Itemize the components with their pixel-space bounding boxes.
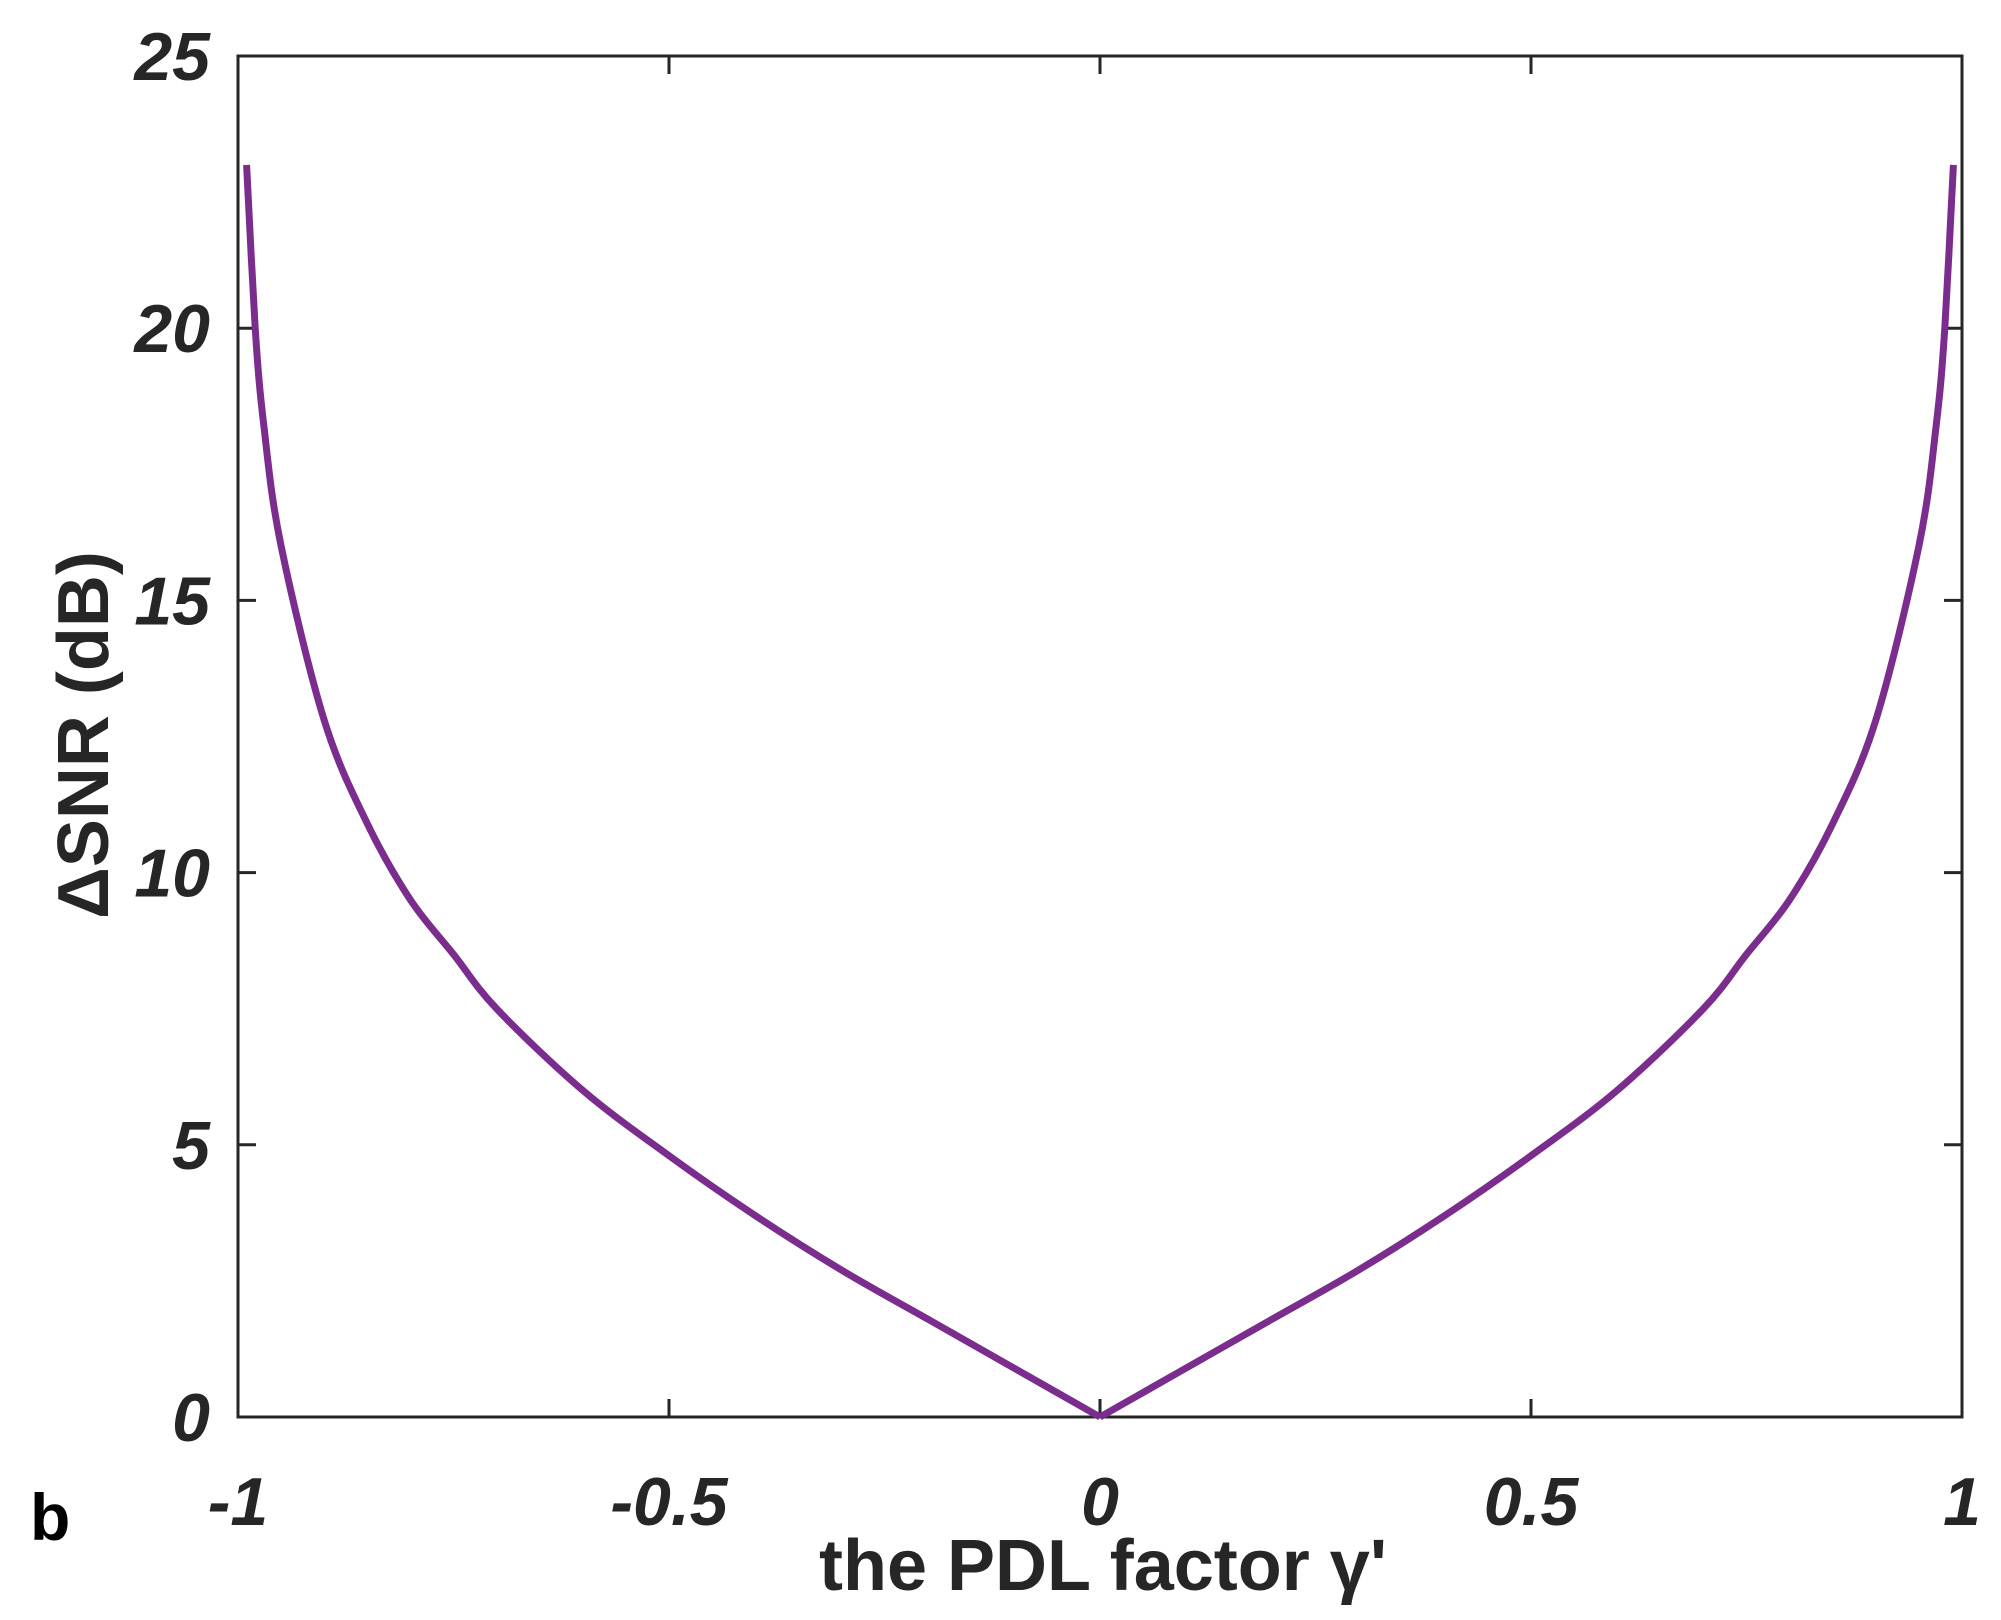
x-tick-label: 0.5	[1484, 1464, 1580, 1540]
panel-label: b	[30, 1480, 70, 1554]
y-tick-label: 10	[134, 836, 210, 912]
x-axis-label: the PDL factor γ'	[819, 1526, 1387, 1606]
y-tick-label: 0	[172, 1380, 210, 1456]
y-axis-label: ΔSNR (dB)	[44, 551, 124, 919]
x-tick-label: 0	[1081, 1464, 1119, 1540]
y-tick-label: 5	[172, 1108, 211, 1184]
x-tick-label: 1	[1943, 1464, 1981, 1540]
y-axis-ticks: 0 5 10 15 20 25	[132, 19, 1962, 1456]
series-line-0	[243, 164, 1957, 1421]
series-layer	[243, 164, 1957, 1421]
x-tick-label: -1	[208, 1464, 268, 1540]
y-tick-label: 20	[132, 291, 210, 367]
y-tick-label: 15	[134, 563, 211, 639]
x-tick-label: -0.5	[610, 1464, 728, 1540]
y-tick-label: 25	[132, 19, 211, 95]
x-axis-ticks: -1 -0.5 0 0.5 1	[208, 56, 1981, 1540]
